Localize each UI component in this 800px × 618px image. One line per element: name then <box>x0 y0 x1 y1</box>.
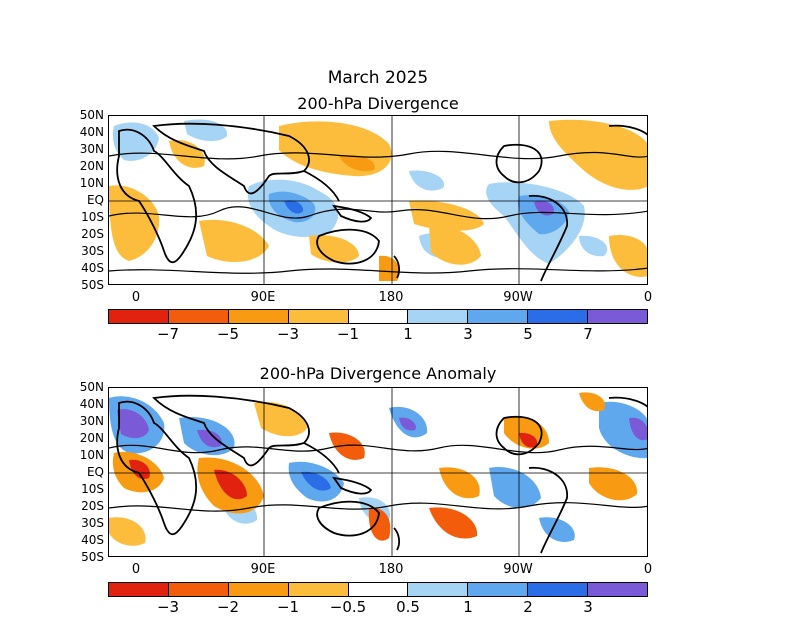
lat-label: 10N <box>79 176 104 190</box>
colorbar-swatch <box>588 310 648 323</box>
lon-label: 90E <box>250 562 276 577</box>
colorbar-label: 1 <box>463 598 473 616</box>
lat-label: 40S <box>81 533 104 547</box>
lat-label: 40N <box>79 397 104 411</box>
colorbar-swatch <box>288 310 349 323</box>
panel-title-divergence: 200-hPa Divergence <box>297 94 459 113</box>
colorbar-label: −3 <box>156 598 180 616</box>
figure-title: March 2025 <box>327 68 429 88</box>
colorbar-anomaly <box>108 582 648 597</box>
lat-label: EQ <box>86 465 104 479</box>
colorbar-swatch <box>348 583 409 596</box>
divergence-anomaly-map <box>108 387 648 557</box>
colorbar-swatch <box>228 310 289 323</box>
lat-label: 10S <box>81 482 104 496</box>
lat-label: 20S <box>81 499 104 513</box>
map-grid <box>109 388 647 556</box>
lon-label: 180 <box>378 290 404 305</box>
lat-label: 30S <box>81 244 104 258</box>
lon-label: 0 <box>643 290 653 305</box>
map-grid <box>109 116 647 284</box>
colorbar-swatch <box>468 583 529 596</box>
colorbar-swatch <box>348 310 409 323</box>
lon-label: 180 <box>378 562 404 577</box>
colorbar-label: −7 <box>156 325 180 343</box>
colorbar-swatch <box>528 310 589 323</box>
colorbar-swatch <box>109 583 169 596</box>
colorbar-label: −1 <box>276 598 300 616</box>
colorbar-swatch <box>468 310 529 323</box>
colorbar-label: −3 <box>276 325 300 343</box>
lat-label: 50N <box>79 108 104 122</box>
colorbar-label: 1 <box>403 325 413 343</box>
lat-label: 10N <box>79 448 104 462</box>
colorbar-label: 3 <box>583 598 593 616</box>
lat-label: 50S <box>81 278 104 292</box>
colorbar-swatch <box>288 583 349 596</box>
colorbar-swatch <box>228 583 289 596</box>
lat-label: 30S <box>81 516 104 530</box>
zero-contours <box>109 150 647 274</box>
lon-label: 0 <box>131 562 141 577</box>
colorbar-swatch <box>408 583 469 596</box>
lat-label: 50S <box>81 550 104 564</box>
lat-label: 20S <box>81 227 104 241</box>
colorbar-label: −2 <box>216 598 240 616</box>
negative-anomaly-areas <box>109 392 638 546</box>
colorbar-label: −0.5 <box>329 598 367 616</box>
lon-label: 0 <box>643 562 653 577</box>
colorbar-label: 3 <box>463 325 473 343</box>
colorbar-label: 2 <box>523 598 533 616</box>
lat-label: 20N <box>79 159 104 173</box>
lat-label: 40S <box>81 261 104 275</box>
colorbar-label: −5 <box>216 325 240 343</box>
colorbar-swatch <box>408 310 469 323</box>
lat-label: 30N <box>79 414 104 428</box>
lon-label: 0 <box>131 290 141 305</box>
lon-label: 90E <box>250 290 276 305</box>
lat-label: 40N <box>79 125 104 139</box>
colorbar-label: 0.5 <box>396 598 420 616</box>
lon-label: 90W <box>503 290 533 305</box>
lat-label: 30N <box>79 142 104 156</box>
colorbar-divergence <box>108 309 648 324</box>
colorbar-label: −1 <box>336 325 360 343</box>
colorbar-swatch <box>588 583 648 596</box>
panel-title-divergence-anomaly: 200-hPa Divergence Anomaly <box>259 364 497 383</box>
colorbar-label: 7 <box>583 325 593 343</box>
lat-label: 20N <box>79 431 104 445</box>
zero-contours <box>109 444 647 512</box>
negative-divergence-areas <box>109 119 647 281</box>
lat-label: EQ <box>86 193 104 207</box>
colorbar-swatch <box>168 583 229 596</box>
colorbar-swatch <box>168 310 229 323</box>
lon-label: 90W <box>503 562 533 577</box>
lat-label: 10S <box>81 210 104 224</box>
positive-anomaly-areas <box>109 396 647 542</box>
lat-label: 50N <box>79 380 104 394</box>
colorbar-swatch <box>528 583 589 596</box>
divergence-map <box>108 115 648 285</box>
colorbar-swatch <box>109 310 169 323</box>
colorbar-label: 5 <box>523 325 533 343</box>
